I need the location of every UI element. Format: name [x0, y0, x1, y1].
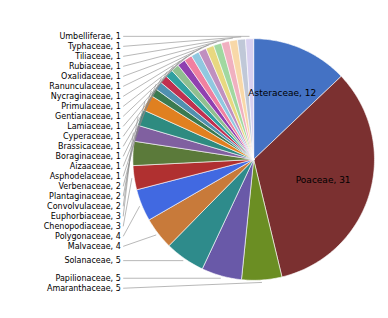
svg-text:Gentianaceae, 1: Gentianaceae, 1 — [55, 112, 121, 121]
svg-text:Cyperaceae, 1: Cyperaceae, 1 — [63, 132, 121, 141]
svg-text:Typhaceae, 1: Typhaceae, 1 — [67, 42, 121, 51]
svg-text:Malvaceae, 4: Malvaceae, 4 — [68, 242, 121, 251]
svg-text:Convolvulaceae, 2: Convolvulaceae, 2 — [47, 202, 121, 211]
svg-text:Aizaaceae, 1: Aizaaceae, 1 — [70, 162, 121, 171]
svg-text:Rubiaceae, 1: Rubiaceae, 1 — [69, 62, 121, 71]
svg-text:Asphodelaceae, 1: Asphodelaceae, 1 — [50, 172, 121, 181]
svg-text:Boraginaceae, 1: Boraginaceae, 1 — [56, 152, 121, 161]
svg-text:Poaceae, 31: Poaceae, 31 — [296, 175, 351, 185]
svg-text:Ranunculaceae, 1: Ranunculaceae, 1 — [49, 82, 120, 91]
svg-text:Plantaginaceae, 2: Plantaginaceae, 2 — [49, 192, 121, 201]
svg-text:Nycraginaceae, 1: Nycraginaceae, 1 — [51, 92, 121, 101]
svg-text:Umbelliferae, 1: Umbelliferae, 1 — [59, 32, 120, 41]
svg-text:Verbenaceae, 2: Verbenaceae, 2 — [58, 182, 120, 191]
svg-text:Brassicaceae, 1: Brassicaceae, 1 — [58, 142, 121, 151]
svg-text:Tiliaceae, 1: Tiliaceae, 1 — [74, 52, 121, 61]
svg-text:Amaranthaceae, 5: Amaranthaceae, 5 — [47, 284, 121, 293]
svg-text:Chenopodiaceae, 3: Chenopodiaceae, 3 — [44, 222, 121, 231]
svg-text:Lamiaceae, 1: Lamiaceae, 1 — [67, 122, 121, 131]
svg-text:Euphorbiaceae, 3: Euphorbiaceae, 3 — [51, 212, 121, 221]
svg-text:Oxalidaceae, 1: Oxalidaceae, 1 — [61, 72, 121, 81]
svg-text:Solanaceae, 5: Solanaceae, 5 — [64, 256, 120, 265]
svg-text:Asteraceae, 12: Asteraceae, 12 — [248, 88, 316, 98]
svg-text:Polygonaceae, 4: Polygonaceae, 4 — [55, 232, 121, 241]
svg-text:Primulaceae, 1: Primulaceae, 1 — [61, 102, 121, 111]
svg-text:Papilionaceae, 5: Papilionaceae, 5 — [55, 274, 120, 283]
